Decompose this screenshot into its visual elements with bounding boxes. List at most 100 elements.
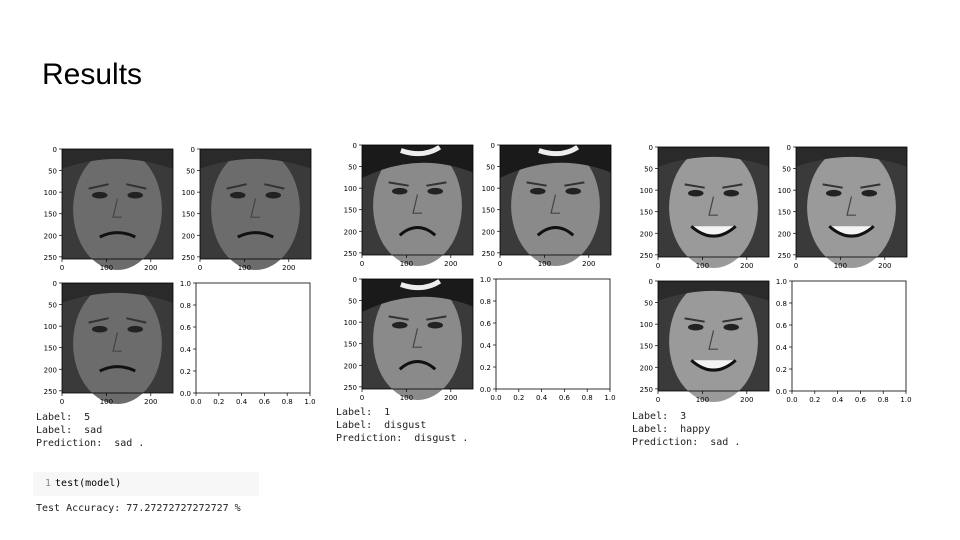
left-brow	[526, 181, 547, 187]
x-tick-label: 0	[60, 264, 64, 272]
left-eye	[91, 325, 108, 333]
x-tick-label: 0	[198, 264, 202, 272]
y-tick-label: 250	[640, 386, 653, 394]
hair	[62, 283, 173, 303]
face-image	[62, 149, 173, 270]
y-tick-label: 250	[344, 384, 357, 392]
x-tick-label: 200	[444, 260, 457, 268]
left-eye	[229, 191, 246, 199]
y-tick-label: 200	[44, 366, 57, 374]
right-brow	[264, 183, 285, 190]
x-tick-label: 0.8	[878, 396, 889, 404]
y-tick-label: 0	[649, 278, 653, 286]
face-image	[200, 149, 311, 270]
y-tick-label: 0.2	[180, 368, 191, 376]
y-tick-label: 50	[186, 168, 195, 176]
y-tick-label: 150	[344, 341, 357, 349]
caption-line3: Prediction: sad .	[36, 438, 145, 449]
left-brow	[88, 183, 109, 190]
mouth	[828, 225, 875, 238]
face-skin	[73, 149, 162, 270]
y-tick-label: 250	[344, 250, 357, 258]
x-tick-label: 100	[100, 264, 113, 272]
y-tick-label: 250	[778, 252, 791, 260]
x-tick-label: 1.0	[604, 394, 615, 402]
image-frame	[795, 146, 908, 258]
x-tick-label: 0	[656, 396, 660, 404]
mouth	[690, 359, 737, 372]
nose	[846, 196, 856, 216]
left-brow	[684, 183, 705, 189]
y-tick-label: 0	[53, 280, 57, 288]
y-tick-label: 100	[778, 187, 791, 195]
y-tick-label: 0.6	[180, 324, 192, 332]
x-tick-label: 100	[696, 262, 709, 270]
y-tick-label: 150	[344, 207, 357, 215]
y-tick-label: 100	[344, 319, 357, 327]
hair	[658, 281, 769, 301]
right-eye	[265, 191, 282, 199]
x-tick-label: 0.0	[190, 398, 201, 406]
prediction-caption: Label: 3 Label: happy Prediction: sad .	[632, 410, 740, 449]
y-tick-label: 100	[482, 185, 495, 193]
caption-line3: Prediction: disgust .	[336, 433, 469, 444]
x-tick-label: 0	[60, 398, 64, 406]
y-tick-label: 50	[48, 302, 57, 310]
empty-plot: 0.00.0 0.2 0.2 0.4 0.4 0.6 0.6 0.8 0.8 1.0 1.0	[180, 280, 316, 406]
left-eye	[687, 189, 704, 197]
hair	[62, 149, 173, 169]
line-number: 1	[45, 478, 52, 489]
prediction-caption: Label: 5 Label: sad Prediction: sad .	[36, 411, 144, 450]
y-tick-label: 100	[640, 187, 653, 195]
y-tick-label: 100	[44, 323, 57, 331]
y-tick-label: 200	[778, 230, 791, 238]
hair	[200, 149, 311, 169]
left-eye	[825, 189, 842, 197]
y-tick-label: 0	[353, 276, 357, 284]
x-tick-label: 200	[144, 398, 157, 406]
image-frame	[61, 282, 174, 394]
x-tick-label: 100	[238, 264, 251, 272]
image-frame	[657, 146, 770, 258]
y-tick-label: 0.6	[776, 322, 788, 330]
y-tick-label: 0.8	[776, 300, 787, 308]
test-accuracy-output: Test Accuracy: 77.27272727272727 %	[36, 503, 241, 514]
x-tick-label: 200	[740, 396, 753, 404]
y-tick-label: 250	[44, 254, 57, 262]
right-brow	[126, 317, 147, 324]
x-tick-label: 200	[282, 264, 295, 272]
y-tick-label: 0	[787, 144, 791, 152]
x-tick-label: 0.6	[559, 394, 571, 402]
caption-line1: Label: 5	[36, 412, 91, 423]
y-tick-label: 150	[640, 343, 653, 351]
x-tick-label: 0.0	[490, 394, 501, 402]
caption-line2: Label: happy	[632, 424, 711, 435]
x-tick-label: 0.6	[855, 396, 867, 404]
nose	[550, 194, 560, 214]
face-skin	[807, 147, 896, 268]
hair	[362, 279, 473, 312]
x-tick-label: 0.4	[536, 394, 548, 402]
y-tick-label: 200	[640, 230, 653, 238]
x-tick-label: 0	[360, 260, 364, 268]
x-tick-label: 100	[834, 262, 847, 270]
x-tick-label: 100	[538, 260, 551, 268]
face-skin	[511, 145, 600, 266]
y-tick-label: 200	[182, 232, 195, 240]
hair	[362, 145, 473, 178]
face-image	[796, 147, 907, 268]
y-tick-label: 50	[348, 298, 357, 306]
x-tick-label: 200	[444, 394, 457, 402]
left-eye	[687, 323, 704, 331]
mouth	[536, 226, 575, 237]
image-frame	[499, 144, 612, 256]
hair	[500, 145, 611, 178]
code-cell[interactable]: 1 test(model)	[33, 472, 259, 496]
x-tick-label: 0.4	[236, 398, 248, 406]
nose	[250, 198, 260, 218]
y-tick-label: 0.4	[180, 346, 192, 354]
right-eye	[427, 321, 444, 329]
mouth	[99, 231, 136, 239]
